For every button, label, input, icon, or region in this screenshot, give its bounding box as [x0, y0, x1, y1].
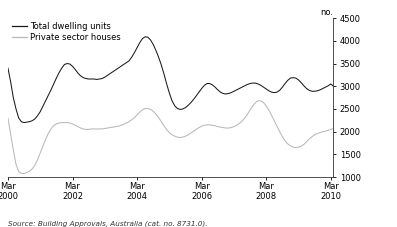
Text: Source: Building Approvals, Australia (cat. no. 8731.0).: Source: Building Approvals, Australia (c… — [8, 220, 208, 227]
Legend: Total dwelling units, Private sector houses: Total dwelling units, Private sector hou… — [12, 22, 121, 42]
Text: no.: no. — [320, 7, 333, 17]
